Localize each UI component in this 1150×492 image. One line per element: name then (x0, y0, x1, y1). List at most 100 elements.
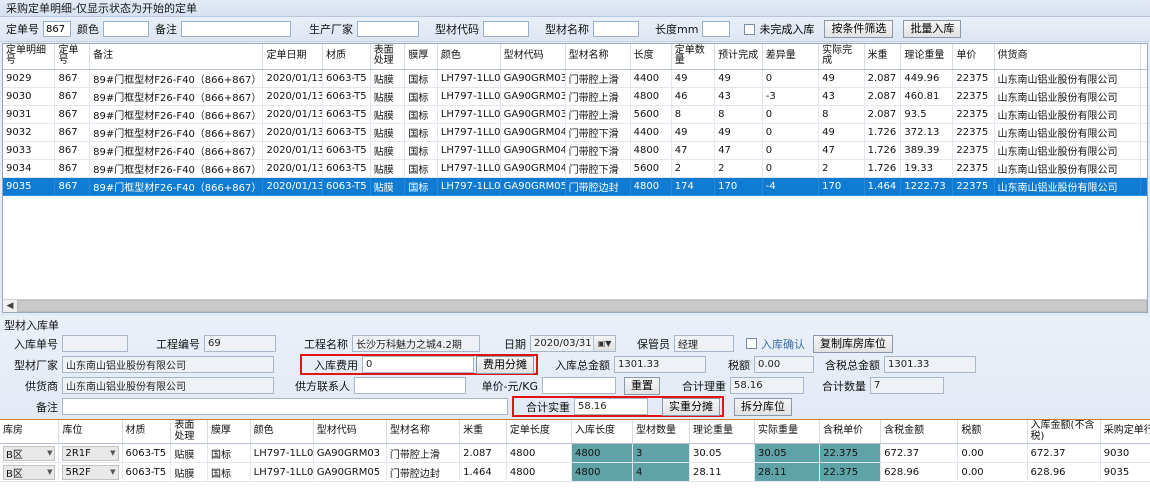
bcol-color[interactable]: 颜色 (250, 420, 314, 444)
col-order-qty[interactable]: 定单数量 (671, 44, 716, 70)
batch-inbound-button[interactable]: 批量入库 (903, 20, 962, 38)
bcol-location[interactable]: 库位 (58, 420, 123, 444)
profile-name-input[interactable] (593, 21, 639, 37)
reset-button[interactable]: 重置 (624, 376, 660, 395)
note-input[interactable] (181, 21, 291, 37)
bcell-warehouse[interactable]: B区 ▼ (0, 443, 60, 463)
date-picker[interactable]: ▣▼ (530, 335, 616, 352)
scroll-left-arrow-icon[interactable]: ◀ (3, 300, 17, 312)
col-material[interactable]: 材质 (322, 44, 371, 70)
purchase-order-detail-grid[interactable]: 定单明细号 定单号 备注 定单日期 材质 表面处理 膜厚 颜色 型材代码 型材名… (2, 43, 1148, 313)
total-tax-amount-input[interactable] (884, 356, 976, 373)
bcell-qty[interactable]: 4 (632, 462, 690, 482)
length-input[interactable] (702, 21, 731, 37)
unfinished-checkbox[interactable]: 未完成入库 (744, 21, 814, 37)
col-planned-done[interactable]: 预计完成 (714, 44, 763, 70)
bcol-material[interactable]: 材质 (122, 420, 172, 444)
bcol-surface[interactable]: 表面处理 (170, 420, 208, 444)
warehouse-select[interactable]: B区 ▼ (3, 445, 56, 461)
inbound-confirm-checkbox[interactable]: 入库确认 (746, 336, 805, 352)
table-row[interactable]: B区 ▼ 2R1F ▼ 6063-T5 贴膜 国标 LH797-1LL0 (0, 443, 1150, 463)
col-color[interactable]: 颜色 (437, 44, 501, 70)
col-diff[interactable]: 差异量 (762, 44, 820, 70)
col-film-thickness[interactable]: 膜厚 (404, 44, 438, 70)
bcol-actual-weight[interactable]: 实际重量 (754, 420, 821, 444)
bcell-qty[interactable]: 3 (632, 443, 690, 463)
checkbox-box-icon[interactable] (744, 23, 756, 35)
bcol-meter-weight[interactable]: 米重 (459, 420, 507, 444)
total-theory-weight-input[interactable] (730, 377, 804, 394)
bcol-theory-weight[interactable]: 理论重量 (689, 420, 756, 444)
table-row[interactable]: 9032 867 89#门框型材F26-F40（866+867） 2020/01… (3, 123, 1147, 142)
bcell-warehouse[interactable]: B区 ▼ (0, 462, 60, 482)
chevron-down-icon[interactable]: ▼ (110, 468, 116, 476)
table-row[interactable]: 9031 867 89#门框型材F26-F40（866+867） 2020/01… (3, 105, 1147, 124)
chevron-down-icon[interactable]: ▼ (47, 468, 53, 476)
calendar-dropdown-icon[interactable]: ▣▼ (593, 336, 615, 351)
col-profile-name[interactable]: 型材名称 (565, 44, 631, 70)
bcell-actual-weight[interactable]: 30.05 (754, 443, 821, 463)
bcol-profile-name[interactable]: 型材名称 (386, 420, 461, 444)
actual-weight-allocation-button[interactable]: 实重分摊 (662, 397, 720, 416)
copy-warehouse-location-button[interactable]: 复制库房库位 (813, 334, 893, 353)
keeper-input[interactable] (674, 335, 734, 352)
bcol-warehouse[interactable]: 库房 (0, 420, 60, 444)
tax-input[interactable] (754, 356, 814, 373)
col-order-no[interactable]: 定单号 (54, 44, 91, 70)
factory-input[interactable] (357, 21, 419, 37)
project-no-input[interactable] (204, 335, 276, 352)
col-detail-no[interactable]: 定单明细号 (3, 44, 56, 70)
bcell-actual-weight[interactable]: 28.11 (754, 462, 821, 482)
contact-input[interactable] (354, 377, 466, 394)
supplier-input[interactable] (62, 377, 274, 394)
inbound-fee-input[interactable] (362, 356, 474, 373)
order-no-input[interactable] (43, 21, 71, 37)
total-qty-input[interactable] (870, 377, 944, 394)
filter-by-condition-button[interactable]: 按条件筛选 (824, 20, 894, 38)
bcol-order-length[interactable]: 定单长度 (506, 420, 573, 444)
bcell-location[interactable]: 2R1F ▼ (58, 443, 123, 463)
col-surface[interactable]: 表面处理 (370, 44, 406, 70)
total-amount-input[interactable] (614, 356, 706, 373)
warehouse-select[interactable]: B区 ▼ (3, 464, 56, 480)
table-row-selected[interactable]: 9035 867 89#门框型材F26-F40（866+867） 2020/01… (3, 177, 1147, 196)
col-supplier[interactable]: 供货商 (994, 44, 1141, 70)
table-row[interactable]: 9030 867 89#门框型材F26-F40（866+867） 2020/01… (3, 87, 1147, 106)
table-row[interactable]: 9029 867 89#门框型材F26-F40（866+867） 2020/01… (3, 69, 1147, 88)
project-name-input[interactable] (352, 335, 480, 352)
profile-factory-input[interactable] (62, 356, 274, 373)
table-row[interactable]: 9033 867 89#门框型材F26-F40（866+867） 2020/01… (3, 141, 1147, 160)
bcol-tax-price[interactable]: 含税单价 (819, 420, 882, 444)
split-location-button[interactable]: 拆分库位 (734, 397, 792, 416)
remark-input[interactable] (62, 398, 508, 415)
inbound-detail-grid[interactable]: 库房 库位 材质 表面处理 膜厚 颜色 型材代码 型材名称 米重 定单长度 入库… (0, 419, 1150, 492)
bcol-profile-qty[interactable]: 型材数量 (632, 420, 690, 444)
col-actual-done[interactable]: 实际完成 (818, 44, 865, 70)
col-extra[interactable] (1140, 44, 1147, 70)
bcell-inbound-length[interactable]: 4800 (571, 443, 634, 463)
bcol-tax-amount[interactable]: 含税金额 (880, 420, 959, 444)
bcol-amount-no-tax[interactable]: 入库金额(不含税) (1027, 420, 1101, 444)
profile-code-input[interactable] (483, 21, 529, 37)
bcol-profile-code[interactable]: 型材代码 (313, 420, 387, 444)
main-grid-horizontal-scrollbar[interactable]: ◀ (2, 299, 1148, 313)
bcol-inbound-length[interactable]: 入库长度 (571, 420, 634, 444)
bcell-tax-price[interactable]: 22.375 (819, 462, 882, 482)
col-order-date[interactable]: 定单日期 (262, 44, 324, 70)
col-theory-weight[interactable]: 理论重量 (900, 44, 954, 70)
scrollbar-thumb[interactable] (17, 300, 1147, 312)
bcol-tax[interactable]: 税额 (957, 420, 1028, 444)
bcol-order-line-no[interactable]: 采购定单行号 (1100, 420, 1150, 444)
inbound-no-input[interactable] (62, 335, 128, 352)
bcell-tax-price[interactable]: 22.375 (819, 443, 882, 463)
total-actual-weight-input[interactable] (574, 398, 648, 415)
col-profile-code[interactable]: 型材代码 (500, 44, 566, 70)
checkbox-box-icon[interactable] (746, 338, 757, 349)
chevron-down-icon[interactable]: ▼ (110, 449, 116, 457)
location-select[interactable]: 5R2F ▼ (62, 464, 119, 480)
col-meter-weight[interactable]: 米重 (864, 44, 902, 70)
unit-price-input[interactable] (542, 377, 616, 394)
bcol-film-thickness[interactable]: 膜厚 (207, 420, 251, 444)
table-row[interactable]: B区 ▼ 5R2F ▼ 6063-T5 贴膜 国标 LH797-1LL0 (0, 462, 1150, 482)
fee-allocation-button[interactable]: 费用分摊 (476, 355, 534, 374)
